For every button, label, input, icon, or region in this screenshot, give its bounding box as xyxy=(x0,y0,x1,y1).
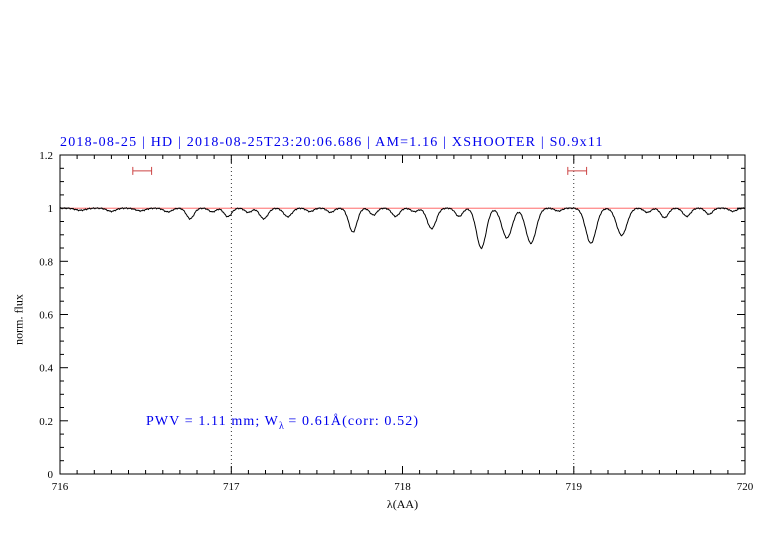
y-tick-label: 1 xyxy=(48,203,54,215)
plot-title: 2018-08-25 | HD | 2018-08-25T23:20:06.68… xyxy=(60,135,604,150)
y-axis-label: norm. flux xyxy=(11,294,26,345)
y-tick-label: 0 xyxy=(48,469,54,481)
x-tick-label: 717 xyxy=(223,481,240,493)
pwv-annotation-suffix: = 0.61Å(corr: 0.52) xyxy=(283,414,420,429)
y-tick-label: 0.2 xyxy=(39,416,53,428)
lambda-subscript: λ xyxy=(278,420,284,432)
y-tick-label: 0.8 xyxy=(39,256,53,268)
y-tick-label: 1.2 xyxy=(39,150,53,162)
y-tick-label: 0.6 xyxy=(39,310,53,322)
x-tick-label: 720 xyxy=(737,481,754,493)
pwv-annotation-prefix: PWV = 1.11 mm; W xyxy=(146,414,279,429)
y-tick-label: 0.4 xyxy=(39,363,53,375)
x-tick-label: 719 xyxy=(566,481,583,493)
x-axis-label: λ(AA) xyxy=(386,497,419,511)
x-tick-label: 718 xyxy=(394,481,411,493)
x-tick-label: 716 xyxy=(52,481,69,493)
spectrum-line xyxy=(59,207,746,250)
pwv-annotation: PWV = 1.11 mm; Wλ = 0.61Å(corr: 0.52) xyxy=(146,414,419,432)
